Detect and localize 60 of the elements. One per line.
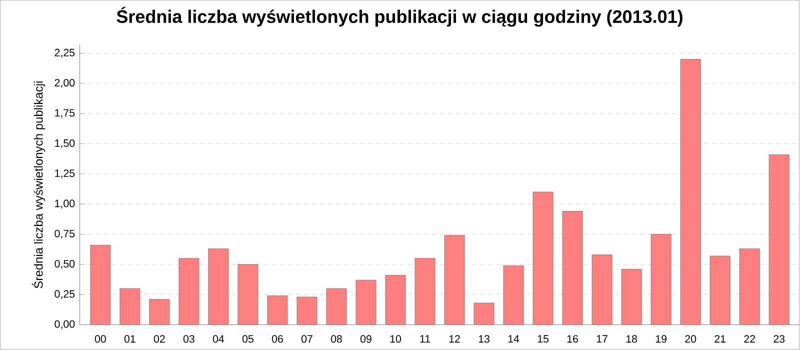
x-tick-label: 11: [420, 335, 430, 343]
x-tick-label: 17: [596, 335, 608, 343]
x-tick-label: 13: [478, 335, 490, 343]
bar: [710, 256, 730, 325]
x-tick-label: 03: [183, 335, 194, 343]
bar: [149, 299, 170, 325]
bar: [326, 288, 347, 325]
x-tick-label: 21: [714, 335, 726, 343]
x-tick-label: 22: [744, 335, 755, 343]
x-tick-label: 14: [508, 335, 520, 343]
chart-title: Średnia liczba wyświetlonych publikacji w ciągu godziny (2013.01): [116, 7, 682, 27]
x-tick-label: 02: [154, 335, 165, 343]
x-tick-label: 07: [301, 335, 312, 343]
y-tick-label: 0,25: [54, 290, 75, 300]
x-tick-label: 04: [212, 335, 224, 343]
y-axis-title: Średnia liczba wyświetlonych publikacji: [32, 82, 46, 288]
x-tick-label: 01: [124, 335, 136, 343]
y-tick-label: 1,75: [55, 109, 75, 118]
bar: [768, 154, 790, 325]
x-tick-label: 23: [774, 335, 785, 343]
y-tick-label: 2,00: [54, 79, 75, 88]
bar: [267, 296, 288, 325]
bar: [296, 296, 318, 325]
x-tick-label: 15: [538, 335, 549, 343]
bar: [120, 288, 140, 325]
x-tick-label: 19: [656, 335, 666, 343]
y-tick-label: 1,50: [55, 140, 75, 148]
bar: [474, 302, 494, 325]
y-tick-label: 0,75: [54, 230, 75, 239]
bar: [238, 264, 258, 325]
bar: [444, 235, 465, 325]
x-tick-label: 12: [449, 335, 460, 343]
bar: [208, 248, 229, 325]
x-tick-label: 16: [567, 335, 578, 343]
x-tick-label: 06: [272, 335, 283, 343]
y-tick-label: 1,00: [55, 200, 75, 209]
x-tick-label: 09: [360, 335, 372, 343]
y-tick-label: 0,00: [54, 320, 75, 330]
x-tick-label: 10: [390, 335, 402, 343]
x-tick-label: 08: [330, 335, 342, 343]
bar: [621, 269, 642, 325]
bar: [178, 258, 200, 325]
x-tick-label: 20: [685, 335, 696, 343]
bar: [680, 59, 701, 325]
bar: [503, 266, 524, 325]
y-tick-label: 0,50: [54, 260, 75, 270]
x-tick-label: 00: [94, 335, 106, 343]
x-tick-label: 05: [242, 335, 254, 343]
bar: [356, 280, 376, 325]
bar: [414, 258, 436, 325]
y-tick-label: 2,25: [54, 49, 75, 58]
bar: [385, 275, 406, 325]
bar: [650, 234, 672, 325]
x-tick-label: 18: [626, 335, 638, 343]
bar: [592, 254, 612, 325]
bar: [562, 211, 583, 325]
bar: [90, 245, 111, 325]
y-tick-label: 1,25: [55, 170, 75, 179]
bar: [739, 248, 760, 325]
bar: [532, 192, 554, 325]
